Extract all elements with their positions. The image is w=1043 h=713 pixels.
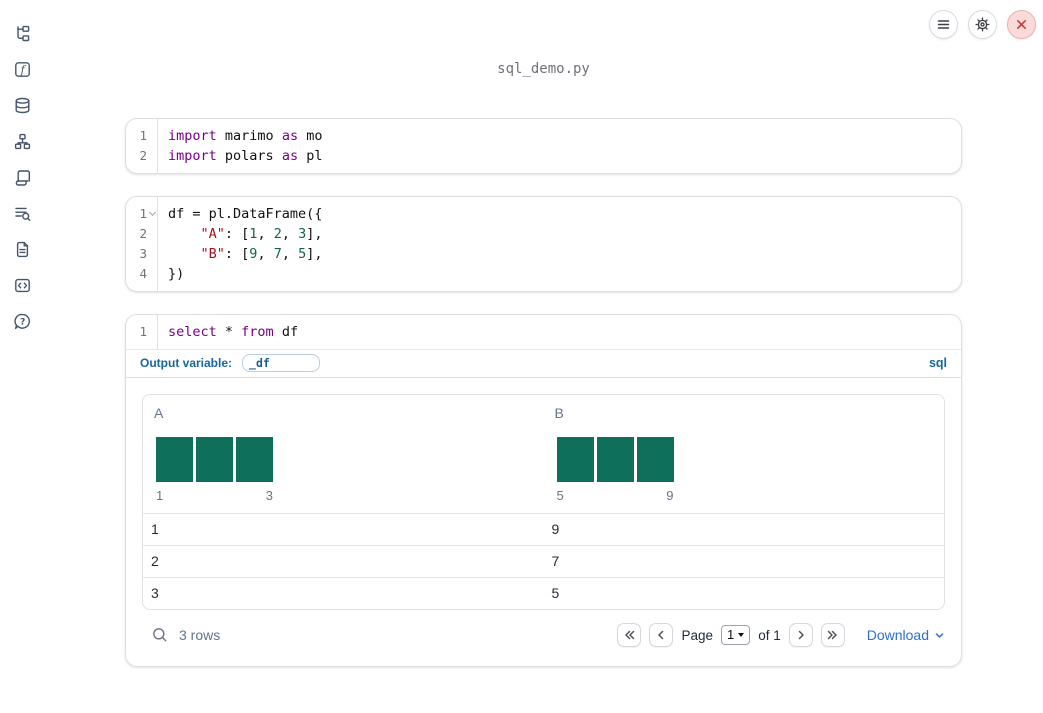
document-icon — [16, 241, 29, 258]
output-variable-label: Output variable: — [140, 356, 233, 370]
hist-min-label: 1 — [156, 488, 164, 503]
download-label: Download — [866, 627, 929, 643]
dataframe-table: A 1 3 B 5 9 — [142, 394, 945, 610]
menu-button[interactable] — [929, 10, 958, 39]
column-header-a[interactable]: A 1 3 — [143, 395, 544, 513]
code-content: df = pl.DataFrame({ "A": [1, 2, 3], "B":… — [168, 206, 323, 282]
sidebar: f — [0, 0, 44, 713]
help-bubble-icon: ? — [14, 313, 31, 330]
cell-value: 2 — [151, 553, 159, 569]
list-search-icon — [15, 207, 31, 221]
hist-max-label: 9 — [666, 488, 674, 503]
cell-value: 7 — [551, 553, 560, 569]
sidebar-item-logs[interactable] — [13, 204, 32, 223]
next-page-button[interactable] — [788, 623, 813, 647]
close-button[interactable] — [1007, 10, 1036, 39]
cell-output: A 1 3 B 5 9 — [126, 378, 961, 666]
table-row[interactable]: 3 5 — [143, 577, 944, 609]
sidebar-item-dependency-graph[interactable] — [13, 132, 32, 151]
cell-value: 9 — [551, 521, 560, 537]
page-select[interactable]: 1 — [720, 625, 751, 645]
page-of-label: of 1 — [758, 627, 781, 643]
cell-value: 5 — [551, 585, 560, 601]
hierarchy-icon — [14, 133, 31, 150]
file-tree-icon — [17, 25, 30, 42]
hist-max-label: 3 — [265, 488, 273, 503]
sidebar-item-datasources[interactable] — [13, 96, 32, 115]
row-count: 3 rows — [179, 627, 221, 643]
chevron-down-icon — [935, 632, 944, 638]
code-content: select * from df — [168, 324, 299, 340]
sidebar-item-scratchpad[interactable] — [13, 168, 32, 187]
histogram-b — [556, 437, 945, 482]
sidebar-item-documentation[interactable] — [13, 240, 32, 259]
table-header: A 1 3 B 5 9 — [143, 395, 944, 513]
sidebar-item-snippets[interactable] — [13, 276, 32, 295]
hist-min-label: 5 — [556, 488, 564, 503]
histogram-axis-labels: 1 3 — [156, 488, 273, 503]
hamburger-menu-icon — [937, 20, 950, 29]
select-arrow-icon — [738, 633, 745, 638]
chevrons-right-icon — [827, 630, 837, 640]
table-row[interactable]: 2 7 — [143, 545, 944, 577]
chevron-right-icon — [798, 630, 804, 640]
page-label: Page — [681, 627, 713, 643]
line-number-gutter: 1 — [126, 315, 158, 349]
histogram-a — [156, 437, 544, 482]
svg-text:?: ? — [20, 317, 25, 327]
download-button[interactable]: Download — [867, 627, 945, 643]
first-page-button[interactable] — [617, 623, 642, 647]
chevron-left-icon — [658, 630, 664, 640]
notebook-filename: sql_demo.py — [497, 61, 590, 77]
output-variable-input[interactable] — [242, 354, 321, 372]
column-header-b[interactable]: B 5 9 — [544, 395, 945, 513]
settings-button[interactable] — [968, 10, 997, 39]
output-variable-row: Output variable: sql — [126, 350, 961, 378]
page-select-value: 1 — [726, 627, 735, 642]
table-footer: 3 rows Page 1 — [142, 619, 945, 651]
gear-icon — [975, 17, 990, 32]
database-icon — [15, 97, 30, 114]
close-x-icon — [1017, 20, 1026, 29]
svg-text:f: f — [20, 63, 27, 76]
cell-value: 3 — [151, 585, 159, 601]
chevrons-left-icon — [625, 630, 635, 640]
sidebar-item-help[interactable]: ? — [13, 312, 32, 331]
toolbar — [929, 10, 1036, 39]
search-icon[interactable] — [151, 626, 169, 644]
prev-page-button[interactable] — [649, 623, 674, 647]
sidebar-item-file-explorer[interactable] — [13, 24, 32, 43]
column-name: A — [154, 405, 164, 421]
scroll-icon — [15, 170, 30, 186]
last-page-button[interactable] — [820, 623, 845, 647]
sidebar-item-functions[interactable]: f — [13, 60, 32, 79]
function-icon: f — [15, 62, 30, 77]
code-content: import marimo as mo import polars as pl — [168, 128, 323, 164]
sql-editor[interactable]: 1 select * from df — [126, 315, 961, 350]
sql-cell: 1 select * from df Output variable: sql … — [125, 314, 962, 667]
histogram-axis-labels: 5 9 — [557, 488, 674, 503]
language-badge: sql — [928, 356, 947, 370]
cell-value: 1 — [151, 521, 159, 537]
table-row[interactable]: 1 9 — [143, 513, 944, 545]
code-box-icon — [15, 278, 30, 293]
column-name: B — [554, 405, 564, 421]
